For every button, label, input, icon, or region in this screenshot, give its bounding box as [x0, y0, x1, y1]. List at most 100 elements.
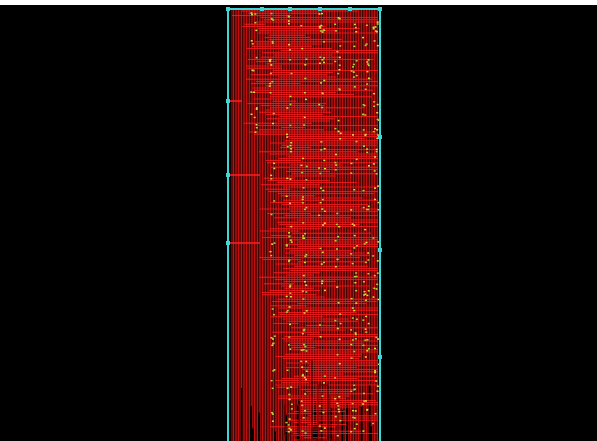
via: [373, 288, 375, 290]
via: [286, 311, 288, 313]
routing-layer: [228, 10, 380, 441]
via: [365, 316, 367, 318]
via: [364, 291, 366, 293]
via: [363, 400, 365, 402]
via: [270, 64, 272, 66]
via: [302, 202, 304, 204]
via: [324, 211, 326, 213]
via: [352, 410, 354, 412]
via: [356, 141, 358, 143]
via: [373, 93, 375, 95]
via: [321, 263, 323, 265]
via: [302, 235, 304, 237]
via: [355, 334, 357, 336]
via: [368, 323, 370, 325]
via: [288, 336, 290, 338]
via: [355, 31, 357, 32]
via: [367, 63, 369, 65]
via: [272, 388, 274, 390]
via: [339, 420, 341, 422]
via: [339, 57, 341, 59]
via: [336, 213, 338, 215]
via: [362, 114, 364, 116]
via: [337, 259, 339, 261]
via: [271, 337, 273, 339]
via: [306, 310, 308, 312]
via: [335, 164, 337, 166]
via: [319, 425, 321, 427]
via: [375, 337, 377, 339]
via: [335, 154, 337, 156]
via: [356, 423, 358, 425]
via: [270, 92, 272, 94]
via: [351, 223, 353, 225]
via: [366, 148, 368, 150]
via: [303, 124, 305, 126]
via: [272, 41, 274, 43]
via: [351, 357, 353, 359]
via: [270, 255, 272, 257]
via: [286, 245, 288, 247]
via: [289, 286, 291, 288]
via: [364, 229, 366, 231]
via: [289, 49, 291, 51]
via: [302, 333, 304, 335]
via: [302, 430, 304, 432]
via: [253, 70, 255, 72]
via: [324, 427, 326, 429]
via: [372, 237, 374, 239]
via: [305, 207, 307, 209]
via: [363, 207, 365, 209]
via: [304, 262, 306, 264]
via: [305, 350, 307, 352]
via: [286, 178, 288, 180]
via: [377, 390, 379, 392]
via: [290, 104, 292, 106]
via: [353, 310, 355, 312]
via: [336, 403, 338, 405]
via: [272, 19, 274, 21]
via: [320, 430, 322, 432]
via: [335, 266, 337, 268]
via: [354, 86, 356, 88]
via: [352, 339, 354, 341]
via: [364, 293, 366, 295]
via: [350, 253, 352, 255]
via: [339, 313, 341, 315]
via: [372, 296, 374, 298]
via: [287, 310, 289, 312]
via: [256, 108, 258, 110]
via: [323, 80, 325, 82]
via: [250, 12, 252, 14]
via: [354, 24, 356, 26]
via: [339, 339, 341, 341]
via: [362, 319, 364, 321]
via: [301, 366, 303, 368]
via: [290, 145, 292, 147]
via: [375, 380, 377, 382]
via: [339, 18, 341, 20]
via: [289, 96, 291, 98]
via: [322, 59, 324, 61]
via: [288, 23, 290, 25]
via: [374, 348, 376, 350]
via: [319, 405, 321, 407]
via: [353, 64, 355, 66]
via: [287, 15, 289, 17]
via: [271, 81, 273, 83]
via: [304, 346, 306, 348]
via: [366, 209, 368, 211]
via: [301, 172, 303, 174]
via: [336, 286, 338, 288]
via: [286, 134, 288, 136]
page: (() => { const data = JSON.parse(documen…: [0, 0, 597, 441]
via: [353, 46, 355, 48]
via: [273, 113, 275, 115]
via: [365, 331, 367, 333]
via: [290, 386, 292, 388]
via: [354, 428, 356, 430]
via: [339, 45, 341, 47]
via: [374, 275, 376, 277]
via: [356, 75, 358, 77]
via: [365, 134, 367, 136]
